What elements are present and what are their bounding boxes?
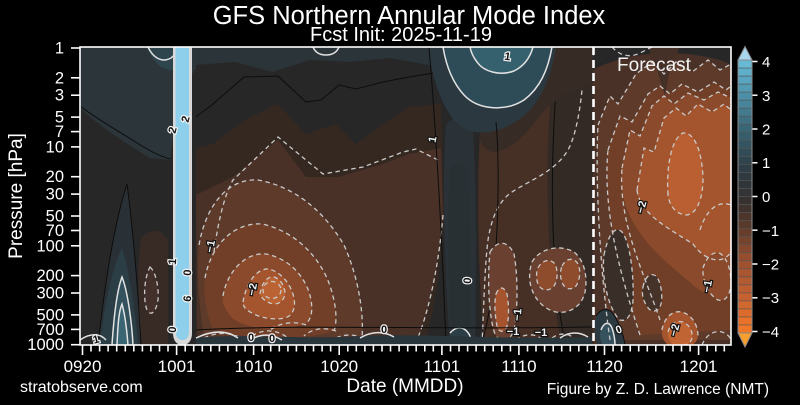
svg-text:−2: −2 — [668, 323, 683, 338]
svg-text:−1: −1 — [535, 327, 548, 339]
svg-text:10: 10 — [46, 138, 64, 156]
svg-text:−2: −2 — [246, 282, 260, 296]
svg-text:1110: 1110 — [501, 357, 536, 376]
svg-text:−1: −1 — [507, 326, 520, 338]
svg-text:5: 5 — [55, 109, 64, 127]
svg-text:2: 2 — [55, 69, 64, 87]
svg-text:2: 2 — [167, 126, 180, 135]
svg-text:20: 20 — [46, 168, 64, 186]
svg-text:−1: −1 — [762, 223, 779, 240]
svg-text:1101: 1101 — [424, 357, 461, 376]
svg-text:0: 0 — [182, 269, 194, 276]
svg-text:Pressure [hPa]: Pressure [hPa] — [6, 133, 27, 259]
svg-text:Fcst Init: 2025-11-19: Fcst Init: 2025-11-19 — [310, 24, 492, 46]
svg-text:stratobserve.com: stratobserve.com — [20, 379, 143, 396]
svg-text:1: 1 — [762, 155, 770, 172]
svg-text:7: 7 — [55, 123, 64, 141]
svg-text:4: 4 — [762, 54, 770, 71]
svg-text:GFS Northern Annular Mode Inde: GFS Northern Annular Mode Index — [213, 2, 606, 30]
svg-text:50: 50 — [46, 208, 64, 226]
svg-text:0: 0 — [248, 332, 254, 344]
svg-text:1010: 1010 — [235, 357, 273, 376]
svg-text:6: 6 — [182, 295, 194, 302]
svg-text:1: 1 — [427, 135, 440, 143]
svg-text:−4: −4 — [762, 324, 779, 341]
svg-text:200: 200 — [36, 267, 64, 285]
svg-text:−1: −1 — [204, 239, 218, 253]
svg-text:1120: 1120 — [586, 357, 623, 376]
svg-text:Forecast: Forecast — [617, 55, 692, 76]
svg-text:0: 0 — [462, 277, 474, 284]
svg-text:0: 0 — [269, 333, 275, 345]
svg-text:−1: −1 — [701, 279, 715, 293]
svg-text:300: 300 — [36, 285, 64, 303]
svg-text:Date (MMDD): Date (MMDD) — [346, 376, 463, 397]
svg-text:0: 0 — [167, 326, 179, 333]
svg-text:1: 1 — [92, 334, 101, 347]
svg-text:1: 1 — [55, 40, 64, 58]
svg-text:1001: 1001 — [158, 357, 196, 376]
svg-text:0920: 0920 — [64, 357, 102, 376]
svg-text:−3: −3 — [762, 290, 779, 307]
svg-text:500: 500 — [36, 306, 64, 324]
svg-text:2: 2 — [180, 115, 193, 124]
svg-text:−2: −2 — [635, 200, 650, 215]
svg-text:3: 3 — [55, 87, 64, 105]
svg-text:1: 1 — [167, 258, 179, 265]
svg-text:1000: 1000 — [27, 336, 64, 354]
svg-text:70: 70 — [46, 222, 64, 240]
svg-text:1: 1 — [504, 51, 512, 64]
svg-text:−2: −2 — [762, 257, 779, 274]
svg-text:−1: −1 — [511, 308, 524, 322]
svg-text:1020: 1020 — [320, 357, 358, 376]
svg-text:2: 2 — [762, 122, 770, 139]
svg-text:Figure by Z. D. Lawrence (NMT): Figure by Z. D. Lawrence (NMT) — [547, 381, 769, 398]
svg-text:0: 0 — [762, 189, 770, 206]
svg-text:100: 100 — [36, 237, 64, 255]
svg-text:0: 0 — [381, 324, 387, 336]
svg-text:1201: 1201 — [680, 357, 718, 376]
svg-text:3: 3 — [762, 88, 770, 105]
svg-text:30: 30 — [46, 186, 64, 204]
svg-text:700: 700 — [36, 321, 64, 339]
